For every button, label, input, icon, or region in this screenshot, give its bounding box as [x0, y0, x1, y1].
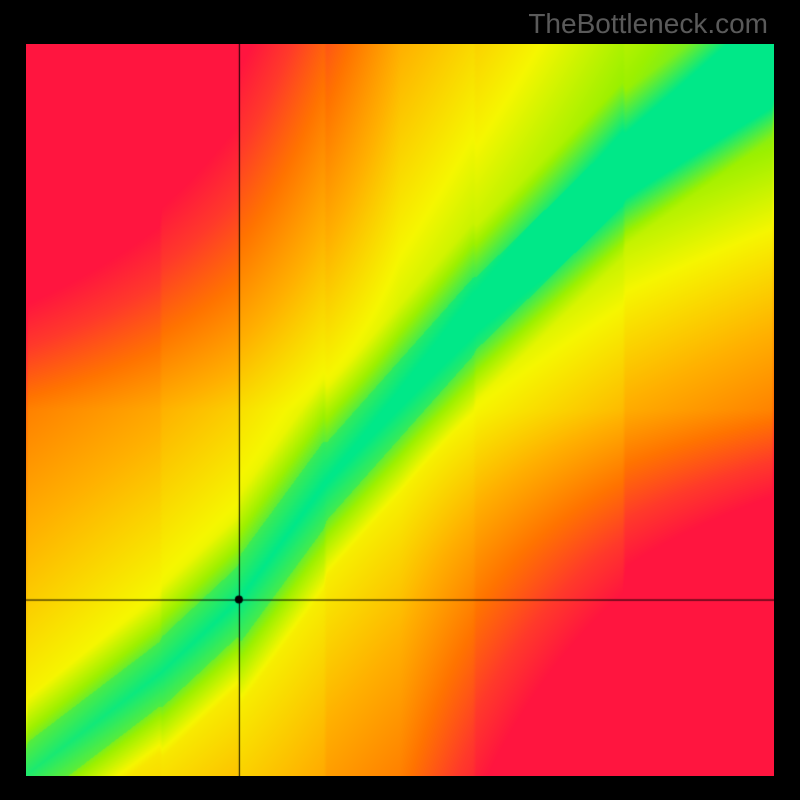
bottleneck-heatmap — [26, 44, 774, 776]
chart-container: TheBottleneck.com — [0, 0, 800, 800]
watermark-text: TheBottleneck.com — [528, 8, 768, 40]
